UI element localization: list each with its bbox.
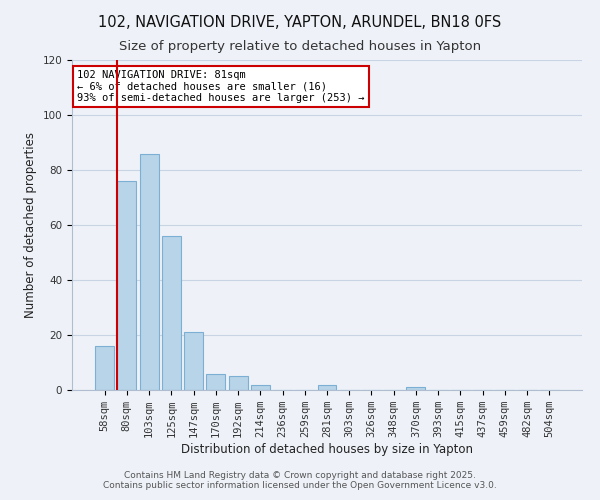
Bar — [184, 332, 203, 390]
Y-axis label: Number of detached properties: Number of detached properties — [24, 132, 37, 318]
X-axis label: Distribution of detached houses by size in Yapton: Distribution of detached houses by size … — [181, 443, 473, 456]
Text: 102, NAVIGATION DRIVE, YAPTON, ARUNDEL, BN18 0FS: 102, NAVIGATION DRIVE, YAPTON, ARUNDEL, … — [98, 15, 502, 30]
Text: Size of property relative to detached houses in Yapton: Size of property relative to detached ho… — [119, 40, 481, 53]
Text: 102 NAVIGATION DRIVE: 81sqm
← 6% of detached houses are smaller (16)
93% of semi: 102 NAVIGATION DRIVE: 81sqm ← 6% of deta… — [77, 70, 365, 103]
Text: Contains HM Land Registry data © Crown copyright and database right 2025.
Contai: Contains HM Land Registry data © Crown c… — [103, 470, 497, 490]
Bar — [317, 384, 337, 390]
Bar — [406, 387, 425, 390]
Bar — [95, 346, 114, 390]
Bar — [229, 376, 248, 390]
Bar — [206, 374, 225, 390]
Bar — [162, 236, 181, 390]
Bar — [251, 384, 270, 390]
Bar — [118, 181, 136, 390]
Bar — [140, 154, 158, 390]
